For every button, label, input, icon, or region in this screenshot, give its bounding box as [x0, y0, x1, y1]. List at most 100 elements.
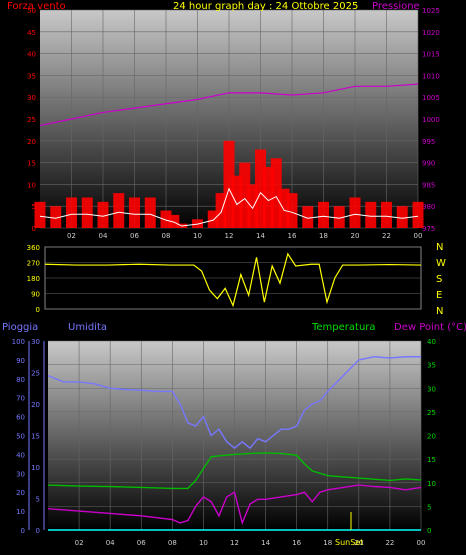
rain-tick-label: 80 [16, 376, 25, 384]
humidity-tick-label: 5 [36, 496, 40, 504]
x-tick-label: 18 [323, 539, 332, 547]
wind-tick-label: 35 [27, 72, 36, 80]
temperature-tick-label: 35 [427, 362, 436, 370]
wind-tick-label: 10 [27, 181, 36, 189]
direction-tick-label: 360 [27, 244, 40, 252]
pressure-tick-label: 1015 [422, 51, 440, 59]
wind-bar [129, 197, 140, 228]
x-tick-label: 10 [193, 232, 202, 240]
temp-humidity-chart: 0102030405060708090100 051015202530 0510… [2, 322, 466, 547]
compass-label: S [436, 274, 442, 285]
rain-tick-label: 100 [12, 338, 25, 346]
wind-bar [350, 197, 361, 228]
wind-bar [66, 197, 77, 228]
x-tick-label: 12 [225, 232, 234, 240]
direction-tick-label: 270 [27, 260, 40, 268]
humidity-axis-ticks: 0 5 10 15 20 25 30 [31, 338, 40, 535]
compass-labels: NWSEN [436, 242, 446, 317]
x-tick-label: 22 [385, 539, 394, 547]
humidity-tick-label: 0 [36, 527, 40, 535]
direction-tick-label: 180 [27, 275, 40, 283]
pressure-tick-label: 1000 [422, 116, 440, 124]
pressure-tick-label: 985 [422, 181, 435, 189]
temperature-tick-label: 20 [427, 433, 436, 441]
x-tick-label: 04 [106, 539, 115, 547]
wind-bar [381, 202, 392, 228]
temperature-tick-label: 25 [427, 409, 436, 417]
rain-tick-label: 0 [21, 527, 25, 535]
x-tick-label: 04 [99, 232, 108, 240]
wind-bar [413, 202, 424, 228]
wind-bar [318, 202, 329, 228]
wind-bar [113, 193, 124, 228]
wind-pressure-x-ticks: 02 04 06 08 10 12 14 16 18 20 22 00 [67, 232, 422, 240]
x-tick-label: 02 [67, 232, 76, 240]
x-tick-label: 10 [199, 539, 208, 547]
rain-tick-label: 90 [16, 357, 25, 365]
humidity-tick-label: 15 [31, 433, 40, 441]
wind-bar [35, 202, 46, 228]
pressure-axis-label: Pressione [372, 1, 420, 12]
wind-axis-ticks: 05101520253035404550 [27, 7, 36, 233]
compass-label: E [436, 290, 442, 301]
temperature-tick-label: 0 [427, 527, 431, 535]
temperature-tick-label: 40 [427, 338, 436, 346]
temperature-label: Temperatura [311, 322, 376, 333]
x-tick-label: 22 [382, 232, 391, 240]
wind-bar [145, 197, 156, 228]
temperature-tick-label: 5 [427, 503, 431, 511]
x-tick-label: 00 [417, 539, 426, 547]
wind-tick-label: 30 [27, 94, 36, 102]
pressure-tick-label: 990 [422, 160, 435, 168]
rain-tick-label: 30 [16, 470, 25, 478]
rain-label: Pioggia [2, 322, 38, 333]
humidity-tick-label: 25 [31, 370, 40, 378]
pressure-tick-label: 975 [422, 225, 435, 233]
pressure-tick-label: 1020 [422, 29, 440, 37]
x-tick-label: 16 [292, 539, 301, 547]
humidity-tick-label: 20 [31, 401, 40, 409]
wind-axis-label: Forza vento [7, 1, 66, 12]
rain-tick-label: 50 [16, 433, 25, 441]
rain-tick-label: 10 [16, 508, 25, 516]
x-tick-label: 08 [168, 539, 177, 547]
temperature-tick-label: 15 [427, 456, 436, 464]
dewpoint-label: Dew Point (°C) [394, 322, 466, 333]
wind-tick-label: 20 [27, 138, 36, 146]
temperature-tick-label: 30 [427, 385, 436, 393]
pressure-tick-label: 1005 [422, 94, 440, 102]
x-tick-label: 06 [130, 232, 139, 240]
pressure-tick-label: 1025 [422, 7, 440, 15]
pressure-tick-label: 995 [422, 138, 435, 146]
humidity-label: Umidita [68, 322, 107, 333]
humidity-tick-label: 10 [31, 464, 40, 472]
wind-bar [397, 206, 408, 228]
x-tick-label: 08 [162, 232, 171, 240]
x-tick-label: 12 [230, 539, 239, 547]
compass-label: W [436, 258, 446, 269]
pressure-axis-ticks: 975 980 985 990 995 1000 1005 1010 1015 1020 1025 [422, 7, 440, 233]
sunset-label: SunSet [335, 538, 363, 547]
wind-tick-label: 15 [27, 160, 36, 168]
compass-label: N [436, 242, 443, 253]
temperature-axis-ticks: 0 5 10 15 20 25 30 35 40 [427, 338, 436, 535]
x-tick-label: 00 [414, 232, 423, 240]
wind-tick-label: 40 [27, 51, 36, 59]
humidity-tick-label: 30 [31, 338, 40, 346]
wind-bar [82, 197, 93, 228]
wind-bar [365, 202, 376, 228]
wind-tick-label: 45 [27, 29, 36, 37]
x-tick-label: 18 [319, 232, 328, 240]
wind-direction-ticks: 0 90 180 270 360 [27, 244, 40, 314]
rain-axis-ticks: 0 10 20 30 40 50 60 70 80 90 100 [12, 338, 25, 535]
rain-tick-label: 20 [16, 489, 25, 497]
chart-title: 24 hour graph day : 24 Ottobre 2025 [173, 1, 358, 12]
pressure-tick-label: 1010 [422, 72, 440, 80]
x-tick-label: 14 [261, 539, 270, 547]
x-tick-label: 20 [351, 232, 360, 240]
x-tick-label: 16 [288, 232, 297, 240]
pressure-tick-label: 980 [422, 203, 435, 211]
x-tick-label: 02 [75, 539, 84, 547]
